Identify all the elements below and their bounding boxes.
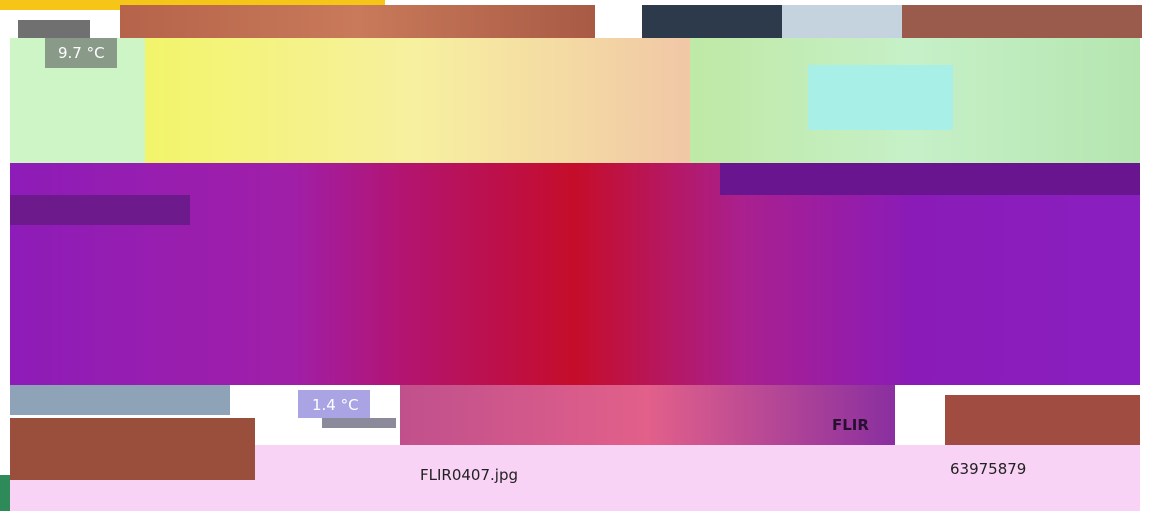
thermal-bottom <box>400 385 895 445</box>
brick-strip <box>120 5 595 38</box>
lavender-box <box>298 390 370 418</box>
dark-purple-strip <box>720 163 1140 195</box>
purple-band <box>10 163 1140 385</box>
gray-tab <box>18 20 90 38</box>
dark-strip <box>642 5 782 38</box>
green-edge <box>0 475 10 511</box>
brick-strip-right <box>902 5 1142 38</box>
brick-bottom-right <box>945 395 1140 447</box>
min-temp: 1.4 °C <box>312 396 359 414</box>
image-id: 63975879 <box>950 460 1027 478</box>
brick-bottom-left <box>10 385 230 415</box>
file-name: FLIR0407.jpg <box>420 466 518 484</box>
gray-tab <box>322 418 396 428</box>
yellow-area <box>145 38 690 163</box>
max-temp: 9.7 °C <box>58 44 105 62</box>
dark-purple-strip <box>10 195 190 225</box>
brick-bottom-left <box>10 418 255 480</box>
pink-area <box>10 480 255 511</box>
window-strip <box>782 5 902 38</box>
max-temp-box <box>45 38 117 68</box>
pink-area <box>255 445 1140 511</box>
cyan-window <box>808 65 953 130</box>
flir-logo: FLIR <box>832 416 869 434</box>
